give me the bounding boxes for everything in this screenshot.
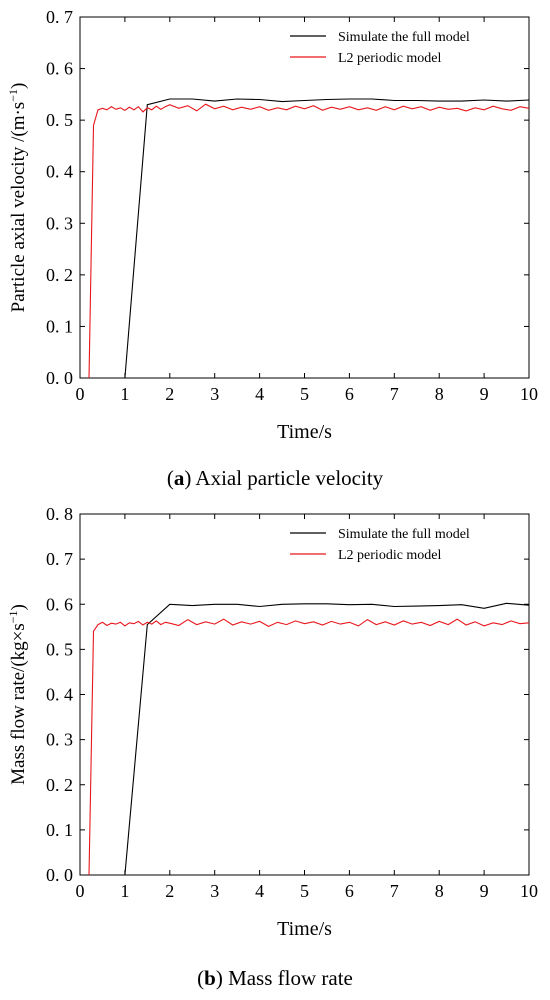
y-tick-label: 0. 5: [46, 110, 73, 130]
y-tick-label: 0. 6: [46, 594, 73, 614]
y-axis-title-sup: −1: [6, 610, 20, 623]
mass-flow-chart: 0 1 2 3 4 5 6 7 8 9 10 0. 0 0. 1 0. 2 0. 3 0. 4 0. 5 0. 6…: [6, 504, 538, 940]
x-tick-label: 3: [210, 384, 219, 404]
x-tick-label: 10: [520, 881, 538, 901]
legend-label-1: Simulate the full model: [338, 527, 470, 542]
caption-letter: b: [204, 966, 216, 990]
y-tick-label: 0. 5: [46, 639, 73, 659]
caption-text: Axial particle velocity: [195, 466, 384, 490]
chart-panel-a: 0 1 2 3 4 5 6 7 8 9 10 0. 0 0. 1 0. 2 0. 3 0. 4 0. 5 0. 6…: [6, 7, 538, 490]
y-tick-label: 0. 6: [46, 59, 73, 79]
series-line-1: [124, 602, 530, 876]
y-axis-title-main: Particle axial velocity /(m·s: [8, 102, 29, 313]
series-line-1: [124, 98, 530, 379]
y-tick-label: 0. 3: [46, 213, 73, 233]
x-tick-label: 1: [120, 384, 129, 404]
x-tick-label: 5: [300, 384, 309, 404]
x-tick-label: 2: [165, 384, 174, 404]
plot-frame: [79, 16, 530, 379]
x-tick-label: 2: [165, 881, 174, 901]
x-tick-label: 5: [300, 881, 309, 901]
y-axis-title-end: ): [8, 604, 29, 610]
y-axis-title-sup: −1: [6, 89, 20, 102]
y-axis-title-end: ): [8, 83, 29, 89]
x-tick-label: 4: [255, 881, 264, 901]
y-tick-label: 0. 0: [46, 368, 73, 388]
x-tick-label: 8: [435, 384, 444, 404]
series-line-2: [88, 103, 530, 379]
x-tick-label: 10: [520, 384, 538, 404]
x-tick-label: 8: [435, 881, 444, 901]
y-tick-label: 0. 8: [46, 504, 73, 524]
caption-letter: a: [173, 466, 185, 490]
y-tick-label: 0. 4: [46, 685, 73, 705]
y-tick-label: 0. 1: [46, 820, 73, 840]
legend-label-2: L2 periodic model: [338, 548, 442, 563]
y-tick-label: 0. 1: [46, 316, 73, 336]
x-tick-label: 0: [76, 881, 85, 901]
plot-frame: [79, 513, 530, 876]
x-tick-label: 3: [210, 881, 219, 901]
y-axis-title: Particle axial velocity /(m·s−1): [6, 83, 29, 313]
chart-panel-b: 0 1 2 3 4 5 6 7 8 9 10 0. 0 0. 1 0. 2 0. 3 0. 4 0. 5 0. 6…: [0, 500, 550, 1000]
x-tick-label: 9: [480, 881, 489, 901]
x-tick-label: 1: [120, 881, 129, 901]
y-tick-label: 0. 4: [46, 162, 73, 182]
x-tick-label: 7: [390, 881, 399, 901]
y-tick-label: 0. 2: [46, 265, 73, 285]
x-tick-label: 7: [390, 384, 399, 404]
caption-text: Mass flow rate: [228, 966, 353, 990]
y-axis-title-main: Mass flow rate/(kg×s: [8, 623, 29, 785]
y-tick-label: 0. 2: [46, 775, 73, 795]
y-tick-label: 0. 7: [46, 549, 73, 569]
caption-b: (b) Mass flow rate: [197, 966, 353, 990]
x-axis-title: Time/s: [277, 421, 332, 443]
y-tick-label: 0. 3: [46, 730, 73, 750]
series-line-2: [88, 618, 530, 876]
x-tick-label: 6: [345, 881, 354, 901]
axial-velocity-chart: 0 1 2 3 4 5 6 7 8 9 10 0. 0 0. 1 0. 2 0. 3 0. 4 0. 5 0. 6…: [6, 7, 538, 443]
x-tick-label: 9: [480, 384, 489, 404]
y-tick-label: 0. 0: [46, 865, 73, 885]
x-axis-title: Time/s: [277, 918, 332, 940]
legend-label-1: Simulate the full model: [338, 30, 470, 45]
y-tick-label: 0. 7: [46, 7, 73, 27]
y-axis-title: Mass flow rate/(kg×s−1): [6, 604, 29, 785]
x-tick-label: 4: [255, 384, 264, 404]
caption-a: (a) Axial particle velocity: [166, 466, 384, 490]
x-tick-label: 0: [76, 384, 85, 404]
legend-label-2: L2 periodic model: [338, 51, 442, 66]
x-tick-label: 6: [345, 384, 354, 404]
